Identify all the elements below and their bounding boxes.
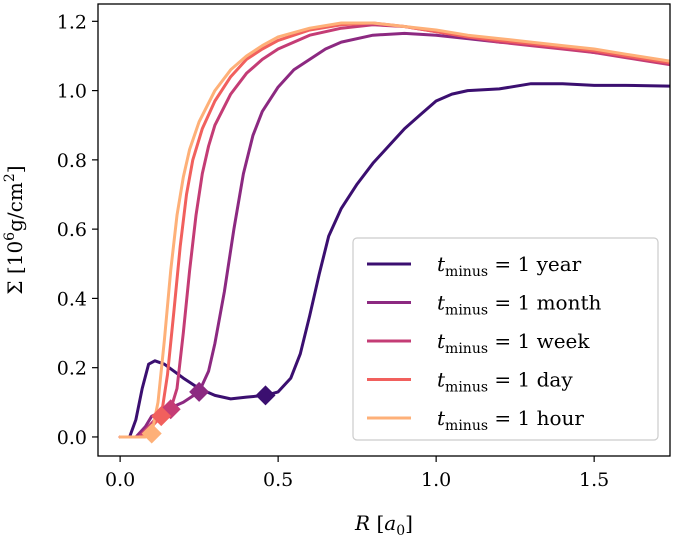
y-tick-label: 1.2 xyxy=(57,11,87,33)
series-marker-1 xyxy=(255,385,275,405)
line-chart: 0.0 0.5 1.0 1.5 0.0 0.2 0.4 0.6 0.8 1.0 1.2 R [a0] Σ… xyxy=(0,0,676,540)
y-tick-label: 0.6 xyxy=(57,219,87,241)
x-axis-label: R [a0] xyxy=(354,511,413,539)
x-tick-label: 1.0 xyxy=(421,469,451,491)
y-tick-label: 1.0 xyxy=(57,81,87,103)
x-tick-label: 0.0 xyxy=(105,469,135,491)
y-tick-label: 0.2 xyxy=(57,358,87,380)
x-tick-label: 0.5 xyxy=(263,469,293,491)
y-tick-label: 0.4 xyxy=(57,288,87,310)
y-axis-label: Σ [106g/cm2] xyxy=(2,165,27,294)
x-tick-label: 1.5 xyxy=(579,469,609,491)
y-tick-label: 0.0 xyxy=(57,427,87,449)
y-tick-label: 0.8 xyxy=(57,150,87,172)
